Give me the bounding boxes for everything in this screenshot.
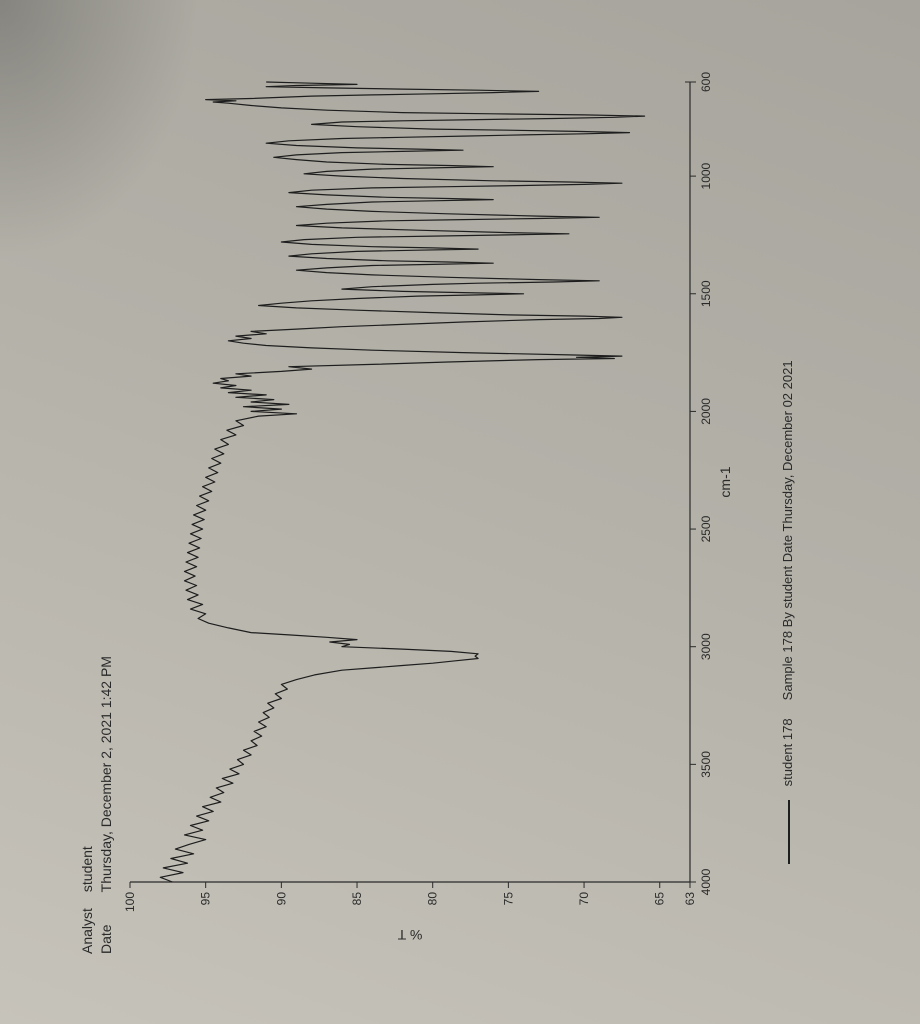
svg-text:600: 600 xyxy=(699,72,713,92)
svg-text:cm-1: cm-1 xyxy=(717,466,733,497)
date-row: Date Thursday, December 2, 2021 1:42 PM xyxy=(97,656,116,954)
svg-text:80: 80 xyxy=(426,892,440,906)
svg-text:3500: 3500 xyxy=(699,751,713,778)
svg-text:95: 95 xyxy=(199,892,213,906)
analyst-label: Analyst xyxy=(78,896,97,954)
svg-text:65: 65 xyxy=(653,892,667,906)
svg-text:1500: 1500 xyxy=(699,280,713,307)
date-label: Date xyxy=(97,896,116,954)
date-value: Thursday, December 2, 2021 1:42 PM xyxy=(98,656,114,892)
svg-text:4000: 4000 xyxy=(699,868,713,895)
spectrum-svg: 100 95 90 85 80 75 70 65 634000 3500 3000 2500 2000 1… xyxy=(120,64,760,954)
legend-swatch xyxy=(788,800,790,864)
legend: student 178 Sample 178 By student Date T… xyxy=(780,360,795,864)
ir-spectrum-chart: 100 95 90 85 80 75 70 65 634000 3500 3000 2500 2000 1… xyxy=(120,64,760,954)
legend-sample-name: student 178 xyxy=(780,718,795,786)
svg-text:1000: 1000 xyxy=(699,162,713,189)
svg-text:75: 75 xyxy=(501,892,515,906)
legend-sample-desc: Sample 178 By student Date Thursday, Dec… xyxy=(780,360,795,700)
svg-text:3000: 3000 xyxy=(699,633,713,660)
svg-text:100: 100 xyxy=(123,892,137,912)
svg-text:90: 90 xyxy=(274,892,288,906)
svg-text:85: 85 xyxy=(350,892,364,906)
analyst-value: student xyxy=(79,846,95,892)
svg-text:63: 63 xyxy=(683,892,697,906)
spectrum-header: Analyst student Date Thursday, December … xyxy=(78,656,116,954)
analyst-row: Analyst student xyxy=(78,656,97,954)
svg-text:70: 70 xyxy=(577,892,591,906)
printout-sheet: Analyst student Date Thursday, December … xyxy=(0,0,920,1024)
svg-text:2500: 2500 xyxy=(699,515,713,542)
svg-text:% T: % T xyxy=(397,927,422,943)
svg-text:2000: 2000 xyxy=(699,398,713,425)
